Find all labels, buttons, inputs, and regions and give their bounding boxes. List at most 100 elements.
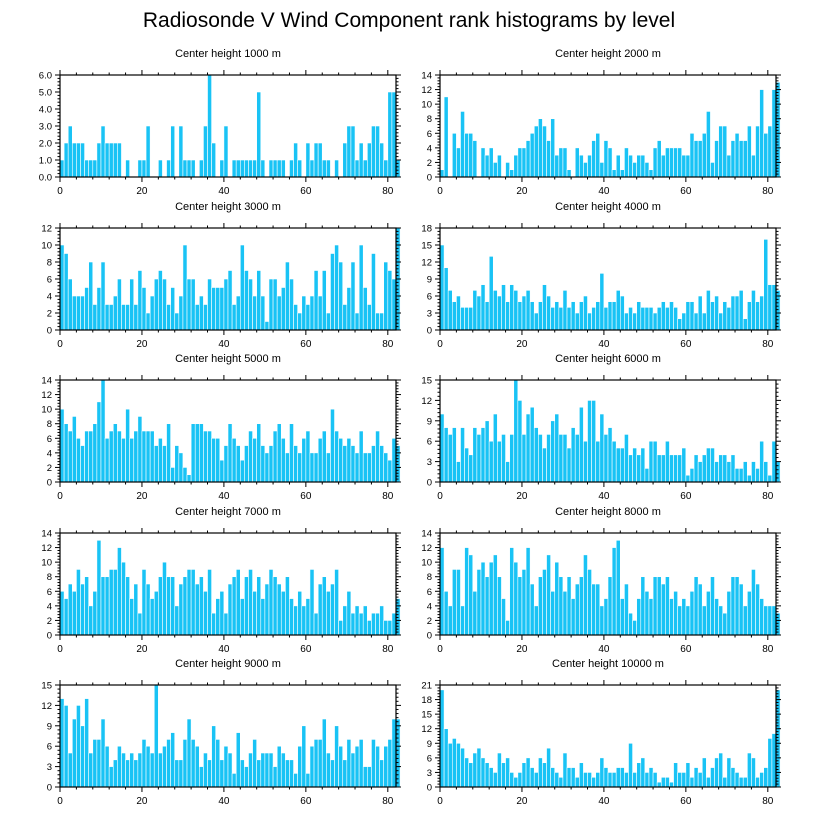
histogram-bar bbox=[525, 140, 531, 178]
histogram-bar bbox=[227, 752, 233, 788]
histogram-bar bbox=[153, 278, 159, 331]
histogram-bar bbox=[100, 379, 106, 483]
histogram-bar bbox=[628, 742, 633, 788]
histogram-bar bbox=[480, 284, 486, 331]
histogram-bar bbox=[117, 278, 122, 331]
histogram-bar bbox=[669, 598, 674, 636]
histogram-bar bbox=[759, 772, 765, 788]
histogram-bar bbox=[326, 312, 331, 331]
x-tick-label: 40 bbox=[598, 796, 610, 807]
histogram-bar bbox=[88, 605, 94, 636]
histogram-bar bbox=[529, 583, 535, 636]
histogram-bar bbox=[252, 739, 257, 788]
x-tick-label: 60 bbox=[300, 644, 312, 655]
histogram-bar bbox=[497, 154, 502, 178]
histogram-bar bbox=[367, 620, 372, 636]
histogram-bar bbox=[636, 598, 642, 636]
histogram-bar bbox=[615, 290, 621, 331]
histogram-bar bbox=[509, 434, 515, 483]
histogram-bar bbox=[104, 304, 110, 331]
histogram-bar bbox=[574, 776, 580, 788]
histogram-bar bbox=[579, 762, 584, 788]
histogram-bar bbox=[509, 169, 515, 178]
y-tick-label: 10 bbox=[41, 241, 52, 252]
histogram-bar bbox=[248, 278, 253, 331]
histogram-bar bbox=[117, 745, 122, 788]
histogram-bar bbox=[190, 278, 196, 331]
histogram-bar bbox=[607, 427, 613, 483]
histogram-bar bbox=[285, 576, 290, 636]
histogram-bar bbox=[480, 561, 486, 636]
histogram-bar bbox=[755, 125, 760, 178]
histogram-bar bbox=[677, 605, 683, 636]
y-tick-label: 0 bbox=[427, 631, 432, 642]
histogram-bar bbox=[587, 772, 592, 788]
histogram-bar bbox=[652, 147, 658, 178]
histogram-bar bbox=[648, 169, 654, 178]
histogram-bar bbox=[439, 547, 445, 636]
histogram-bar bbox=[628, 454, 633, 483]
histogram-bar bbox=[219, 159, 225, 178]
histogram-bar bbox=[538, 118, 543, 178]
histogram-bar bbox=[178, 759, 184, 788]
y-tick-label: 4 bbox=[427, 143, 432, 154]
histogram-bar bbox=[338, 620, 344, 636]
histogram-bar bbox=[751, 569, 756, 636]
histogram-bar bbox=[272, 576, 278, 636]
histogram-bar bbox=[391, 278, 397, 331]
x-tick-label: 40 bbox=[218, 491, 230, 502]
y-tick-label: 0 bbox=[427, 173, 432, 184]
histogram-bar bbox=[685, 301, 691, 331]
histogram-bar bbox=[562, 752, 568, 788]
histogram-bar bbox=[759, 598, 765, 636]
histogram-bar bbox=[521, 434, 527, 483]
histogram-bar bbox=[264, 452, 270, 483]
histogram-bar bbox=[330, 253, 335, 331]
histogram-bar bbox=[235, 445, 241, 483]
histogram-bar bbox=[538, 434, 543, 483]
histogram-bar bbox=[137, 416, 143, 483]
histogram-bar bbox=[153, 445, 159, 483]
histogram-bar bbox=[730, 140, 736, 178]
histogram-bar bbox=[141, 287, 147, 331]
histogram-bar bbox=[239, 598, 245, 636]
histogram-bar bbox=[194, 423, 200, 483]
x-tick-label: 0 bbox=[437, 491, 443, 502]
histogram-panel: Center height 3000 m 0 20 40 60 80 0 2 4 6 8 10 12 bbox=[41, 201, 401, 350]
y-tick-label: 8 bbox=[47, 419, 52, 430]
histogram-bar bbox=[203, 752, 208, 788]
histogram-bar bbox=[759, 295, 765, 331]
histogram-bar bbox=[681, 772, 687, 788]
histogram-bar bbox=[624, 772, 629, 788]
histogram-bar bbox=[497, 752, 502, 788]
histogram-bar bbox=[517, 301, 523, 331]
histogram-bar bbox=[231, 304, 237, 331]
y-tick-label: 21 bbox=[421, 681, 432, 692]
histogram-bar bbox=[669, 781, 674, 788]
histogram-bar bbox=[326, 590, 331, 636]
histogram-bar bbox=[108, 142, 114, 178]
histogram-bar bbox=[484, 154, 490, 178]
histogram-bar bbox=[170, 287, 176, 331]
histogram-bar bbox=[100, 125, 106, 178]
histogram-bar bbox=[219, 287, 225, 331]
histogram-bar bbox=[227, 423, 233, 483]
histogram-bar bbox=[125, 759, 130, 788]
histogram-bar bbox=[334, 430, 339, 483]
histogram-bar bbox=[767, 474, 773, 483]
histogram-bar bbox=[513, 154, 519, 178]
y-tick-label: 2 bbox=[427, 616, 432, 627]
x-tick-label: 40 bbox=[218, 339, 230, 350]
y-tick-label: 4 bbox=[47, 448, 52, 459]
histogram-bar bbox=[451, 738, 457, 788]
histogram-bar bbox=[632, 620, 637, 636]
histogram-bar bbox=[264, 321, 270, 331]
histogram-bar bbox=[501, 762, 506, 788]
x-tick-label: 60 bbox=[300, 796, 312, 807]
histogram-bar bbox=[660, 454, 666, 483]
y-tick-label: 10 bbox=[421, 100, 432, 111]
histogram-bar bbox=[330, 759, 335, 788]
histogram-bar bbox=[701, 757, 707, 788]
histogram-bar bbox=[80, 583, 85, 636]
histogram-bar bbox=[763, 605, 769, 636]
